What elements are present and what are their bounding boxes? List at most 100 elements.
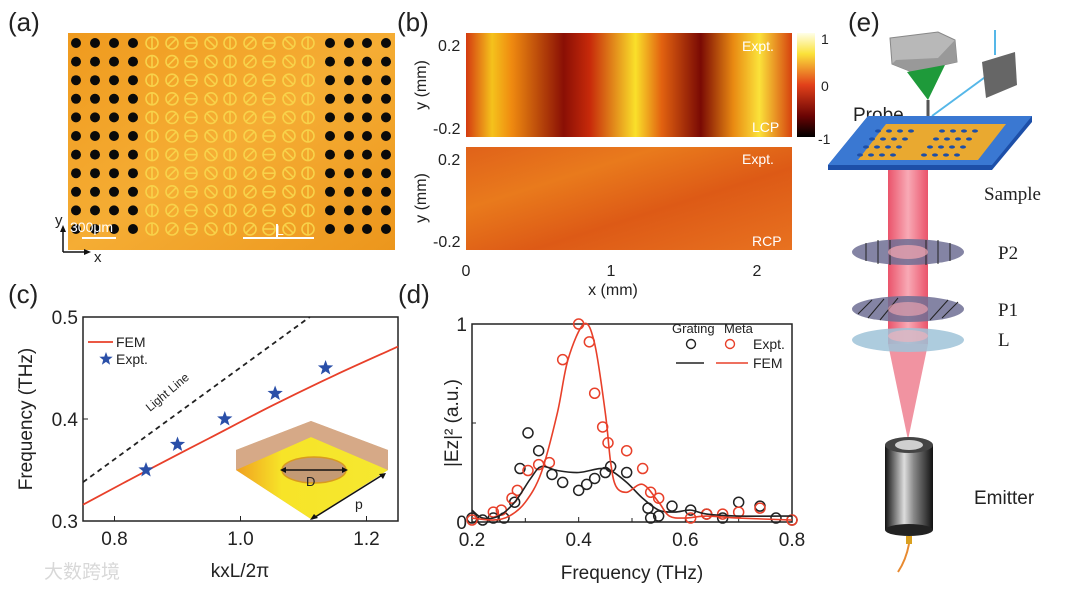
- hole: [362, 93, 372, 104]
- hole: [939, 129, 945, 133]
- hole: [381, 149, 391, 160]
- y-axis-title: |Ez|² (a.u.): [442, 379, 463, 467]
- meta-atom: [262, 73, 276, 87]
- expt-star: [317, 360, 334, 375]
- hole: [90, 131, 100, 141]
- meta-atom: [262, 110, 276, 125]
- meta-atom-bar: [284, 205, 294, 216]
- colorbar: [797, 33, 815, 137]
- data-point: [770, 512, 782, 524]
- hole: [325, 131, 335, 141]
- meta-atom: [243, 54, 257, 69]
- meta-atom-ring: [165, 147, 179, 162]
- fem-curve: [471, 322, 793, 521]
- meta-atom: [262, 129, 276, 143]
- meta-atom: [282, 110, 296, 125]
- meta-atom: [282, 36, 296, 50]
- hole: [128, 38, 138, 48]
- hole: [966, 137, 972, 141]
- meta-atom: [165, 92, 179, 106]
- meta-atom-bar: [284, 56, 294, 67]
- meta-atom-ring: [165, 110, 179, 125]
- meta-atom: [282, 92, 296, 106]
- data-point: [588, 387, 601, 400]
- data-point: [522, 427, 534, 439]
- meta-atom-bar: [284, 131, 294, 141]
- meta-atom-ring: [282, 92, 296, 106]
- meta-atom: [184, 222, 198, 236]
- meta-atom: [301, 129, 315, 143]
- meta-atom-bar: [284, 149, 294, 160]
- meta-atom-bar: [245, 38, 255, 48]
- hole: [90, 168, 100, 179]
- hole: [927, 145, 933, 149]
- legend-header: Grating: [672, 321, 715, 336]
- panel-label: (b): [397, 7, 429, 37]
- meta-atom-ring: [282, 203, 296, 218]
- meta-atom-bar: [206, 56, 216, 67]
- hole: [344, 205, 354, 216]
- meta-atom: [165, 185, 179, 199]
- mirror-icon: [982, 52, 1017, 98]
- hole: [109, 149, 119, 160]
- hole: [325, 93, 335, 104]
- hole: [908, 129, 914, 133]
- data-point: [572, 484, 585, 497]
- meta-atom: [165, 36, 179, 50]
- data-point: [644, 512, 657, 524]
- hole: [362, 38, 372, 48]
- hole: [90, 75, 100, 86]
- meta-atom: [223, 222, 237, 236]
- x-tick: 0: [462, 263, 471, 280]
- hole: [128, 112, 138, 123]
- hole: [109, 168, 119, 179]
- meta-atom: [243, 36, 257, 50]
- hole: [325, 112, 335, 123]
- meta-atom: [184, 54, 198, 69]
- fem-line: [82, 345, 399, 506]
- expt-star: [169, 436, 186, 451]
- x-tick-label: 0.2: [459, 530, 485, 551]
- meta-atom: [223, 185, 237, 199]
- colorbar-tick: -1: [818, 131, 831, 147]
- hole: [90, 93, 100, 104]
- meta-atom-bar: [245, 93, 255, 104]
- scale-bar-label: 300μm: [70, 219, 113, 235]
- expt-star: [217, 411, 233, 426]
- hole: [863, 145, 869, 149]
- hole: [325, 205, 335, 216]
- hole: [344, 93, 354, 104]
- meta-atom-ring: [282, 222, 296, 236]
- p2-label: P2: [998, 243, 1018, 264]
- hole: [109, 56, 119, 67]
- data-point: [652, 510, 665, 522]
- x-tick-label: 0.6: [672, 530, 698, 551]
- meta-atom-ring: [282, 185, 296, 199]
- p1-label: P1: [998, 300, 1018, 321]
- meta-atom-bar: [284, 168, 294, 179]
- lens: [852, 328, 964, 352]
- metasurface-array: [71, 36, 391, 236]
- meta-atom: [165, 73, 179, 87]
- data-point: [556, 353, 569, 366]
- hole: [344, 168, 354, 179]
- x-tick-label: 0.8: [779, 530, 805, 551]
- hole: [344, 38, 354, 48]
- hole: [344, 112, 354, 123]
- hole: [362, 56, 372, 67]
- hole: [71, 149, 81, 160]
- meta-atom: [262, 36, 276, 50]
- meta-atom-bar: [167, 186, 177, 197]
- y-axis-title: Frequency (THz): [16, 348, 37, 491]
- hole: [933, 137, 939, 141]
- meta-atom: [184, 185, 198, 199]
- hole: [362, 186, 372, 197]
- meta-atom: [243, 166, 257, 180]
- meta-atom: [223, 129, 237, 143]
- polarizer-p1: [852, 296, 964, 322]
- meta-atom-bar: [245, 149, 255, 160]
- meta-atom: [145, 222, 159, 236]
- hole: [90, 112, 100, 123]
- hole: [344, 186, 354, 197]
